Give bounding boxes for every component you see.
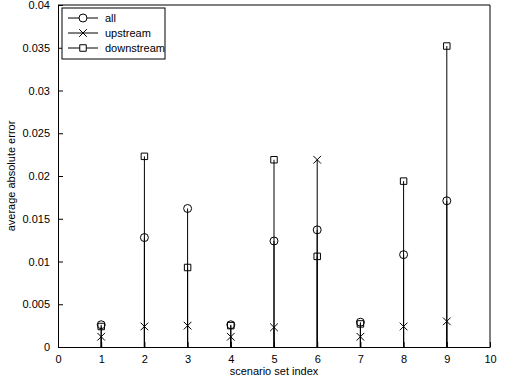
series: [97, 156, 450, 347]
stem: [403, 181, 404, 347]
tick-mark: [58, 262, 63, 263]
tick-label: 6: [315, 353, 321, 365]
axis-line: [59, 347, 491, 348]
tick-label: 9: [444, 353, 450, 365]
tick-label: 0.01: [29, 256, 50, 268]
legend-box: [62, 8, 165, 59]
marker: [313, 156, 321, 164]
stem: [360, 322, 361, 347]
frame: [58, 5, 490, 6]
tick-label: 0: [44, 341, 50, 353]
plot-area: 0 1 2 3 4 5 6 7 8 9 10 0 0.005 0.01 0.015 0.02 0.025 0.03…: [22, 0, 496, 365]
series: [98, 43, 450, 347]
tick-mark: [58, 176, 63, 177]
x-axis: 0 1 2 3 4 5 6 7 8 9 10: [55, 342, 496, 365]
legend: all upstream downstream: [62, 8, 165, 59]
tick-label: 1: [99, 353, 105, 365]
tick-label: 0.02: [29, 170, 50, 182]
tick-label: 10: [484, 353, 496, 365]
tick: 0.03: [29, 85, 63, 97]
legend-marker: [79, 29, 87, 37]
tick-label: 0: [55, 353, 61, 365]
chart: 0 1 2 3 4 5 6 7 8 9 10 0 0.005 0.01 0.015 0.02 0.025 0.03…: [0, 0, 507, 381]
tick: 0.04: [29, 0, 63, 11]
tick-mark: [58, 5, 63, 6]
tick-label: 0.015: [22, 213, 50, 225]
tick: 0.025: [22, 127, 63, 139]
tick-mark: [58, 133, 63, 134]
legend-label: all: [105, 12, 116, 24]
marker: [184, 264, 190, 270]
tick: 0: [44, 341, 63, 353]
legend-label: upstream: [105, 27, 151, 39]
tick: 0.035: [22, 42, 63, 54]
tick-mark: [58, 91, 63, 92]
marker: [141, 153, 147, 159]
tick: 10: [484, 342, 496, 365]
stem: [144, 156, 145, 347]
tick-label: 0.035: [22, 42, 50, 54]
tick-label: 0.03: [29, 85, 50, 97]
y-axis: 0 0.005 0.01 0.015 0.02 0.025 0.03 0.035 0.04: [22, 0, 63, 353]
marker: [314, 253, 320, 259]
tick: 0.015: [22, 213, 63, 225]
marker: [444, 43, 450, 49]
tick-label: 4: [228, 353, 234, 365]
marker: [184, 205, 192, 213]
marker: [271, 157, 277, 163]
marker: [357, 321, 363, 327]
tick-mark: [58, 304, 63, 305]
tick: 0.01: [29, 256, 63, 268]
stem: [101, 325, 102, 347]
legend-label: downstream: [105, 42, 165, 54]
stem: [187, 267, 188, 347]
y-axis-title: average absolute error: [5, 120, 17, 231]
tick-label: 0.04: [29, 0, 50, 11]
tick-label: 5: [271, 353, 277, 365]
frame: [490, 5, 491, 347]
tick-mark: [490, 342, 491, 347]
marker: [98, 323, 104, 329]
tick-label: 2: [142, 353, 148, 365]
tick: 0.005: [22, 298, 63, 310]
tick-label: 0.005: [22, 298, 50, 310]
tick-label: 8: [401, 353, 407, 365]
marker: [400, 178, 406, 184]
stem: [187, 208, 188, 347]
marks: [97, 43, 451, 347]
legend-marker: [80, 45, 86, 51]
tick-mark: [58, 347, 63, 348]
tick-label: 7: [358, 353, 364, 365]
stem: [274, 160, 275, 347]
stem: [230, 325, 231, 347]
stem: [317, 256, 318, 347]
x-axis-title: scenario set index: [230, 365, 319, 377]
marker: [228, 322, 234, 328]
tick: 0.02: [29, 170, 63, 182]
tick-label: 0.025: [22, 127, 50, 139]
legend-marker: [79, 14, 87, 22]
tick-label: 3: [185, 353, 191, 365]
tick-mark: [58, 219, 63, 220]
stem: [446, 46, 447, 347]
